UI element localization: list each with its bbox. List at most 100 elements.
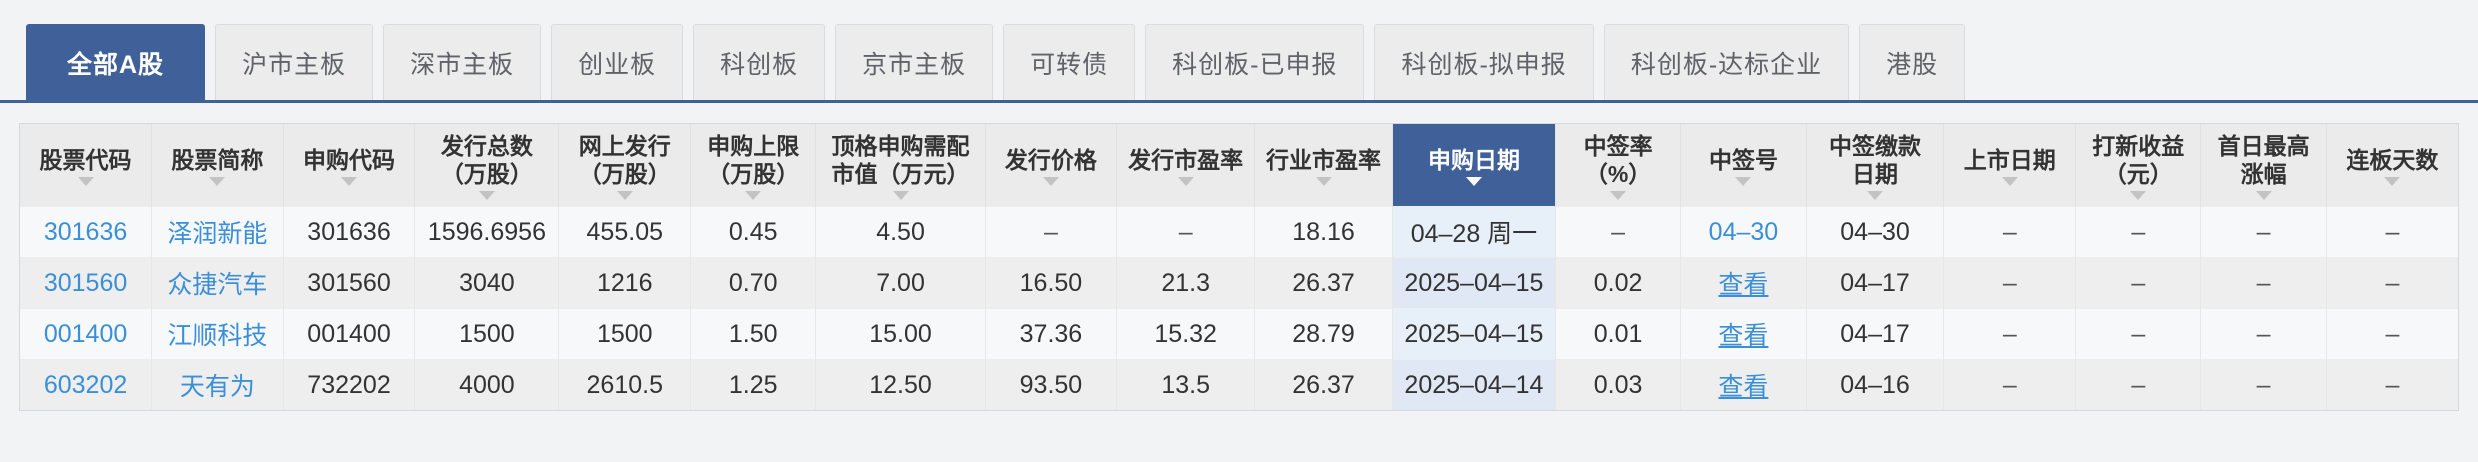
sort-descending-icon[interactable] bbox=[2255, 191, 2272, 201]
cell-top_market_value: 15.00 bbox=[815, 308, 986, 360]
cell-listing_date: – bbox=[1943, 206, 2077, 258]
sort-descending-icon[interactable] bbox=[616, 191, 633, 201]
column-header-11[interactable]: 中签率 （%） bbox=[1555, 124, 1682, 207]
cell-issue_price: 93.50 bbox=[985, 359, 1118, 411]
market-tab-label: 科创板 bbox=[720, 50, 799, 79]
market-tab-4[interactable]: 科创板 bbox=[693, 24, 826, 100]
code-link[interactable]: 603202 bbox=[43, 370, 128, 399]
column-header-0[interactable]: 股票代码 bbox=[20, 124, 153, 207]
column-header-6[interactable]: 顶格申购需配 市值（万元） bbox=[815, 124, 986, 207]
sort-descending-icon[interactable] bbox=[1465, 177, 1482, 187]
code-link[interactable]: 001400 bbox=[43, 319, 128, 348]
column-header-5[interactable]: 申购上限 （万股） bbox=[690, 124, 817, 207]
column-header-1[interactable]: 股票简称 bbox=[151, 124, 284, 207]
market-tab-label: 科创板-拟申报 bbox=[1401, 50, 1567, 79]
cell-listing_date: – bbox=[1943, 359, 2077, 411]
sort-descending-icon[interactable] bbox=[1042, 177, 1059, 187]
cell-win_number[interactable]: 查看 bbox=[1680, 359, 1807, 411]
sort-descending-icon[interactable] bbox=[2384, 177, 2401, 187]
column-header-label: 上市日期 bbox=[1963, 147, 2056, 174]
column-header-3[interactable]: 发行总数 （万股） bbox=[414, 124, 560, 207]
cell-name[interactable]: 众捷汽车 bbox=[151, 257, 284, 309]
market-tab-8[interactable]: 科创板-拟申报 bbox=[1374, 24, 1594, 100]
column-header-2[interactable]: 申购代码 bbox=[283, 124, 416, 207]
cell-online_issue: 455.05 bbox=[558, 206, 692, 258]
table-row[interactable]: 001400 江顺科技 001400 1500 1500 1.50 15.00 37.36 15… bbox=[20, 308, 2458, 360]
column-header-4[interactable]: 网上发行 （万股） bbox=[558, 124, 692, 207]
column-header-label: 中签缴款 bbox=[1829, 133, 1922, 159]
cell-apply_code: 001400 bbox=[283, 308, 416, 360]
market-tab-label: 京市主板 bbox=[862, 50, 967, 79]
column-header-13[interactable]: 中签缴款 日期 bbox=[1806, 124, 1945, 207]
win_number-link[interactable]: 04–30 bbox=[1708, 217, 1779, 246]
name-link[interactable]: 江顺科技 bbox=[167, 322, 268, 351]
column-header-12[interactable]: 中签号 bbox=[1680, 124, 1807, 207]
cell-code[interactable]: 301636 bbox=[20, 206, 153, 258]
cell-win_number[interactable]: 查看 bbox=[1680, 308, 1807, 360]
column-header-label: 中签率 bbox=[1583, 133, 1653, 159]
sort-descending-icon[interactable] bbox=[892, 191, 909, 201]
cell-code[interactable]: 001400 bbox=[20, 308, 153, 360]
sort-descending-icon[interactable] bbox=[77, 177, 94, 187]
name-link[interactable]: 泽润新能 bbox=[167, 220, 268, 249]
column-header-7[interactable]: 发行价格 bbox=[985, 124, 1118, 207]
sort-descending-icon[interactable] bbox=[1735, 177, 1752, 187]
sort-descending-icon[interactable] bbox=[1177, 177, 1194, 187]
cell-win_number[interactable]: 查看 bbox=[1680, 257, 1807, 309]
win_number-link[interactable]: 查看 bbox=[1718, 373, 1769, 402]
code-link[interactable]: 301636 bbox=[43, 217, 128, 246]
win_number-link[interactable]: 查看 bbox=[1718, 271, 1769, 300]
cell-code[interactable]: 603202 bbox=[20, 359, 153, 411]
name-link[interactable]: 天有为 bbox=[179, 373, 255, 402]
cell-win_number[interactable]: 04–30 bbox=[1680, 206, 1807, 258]
cell-code[interactable]: 301560 bbox=[20, 257, 153, 309]
sort-descending-icon[interactable] bbox=[1867, 191, 1884, 201]
column-header-8[interactable]: 发行市盈率 bbox=[1116, 124, 1256, 207]
cell-issue_price: 37.36 bbox=[985, 308, 1118, 360]
market-tab-0[interactable]: 全部A股 bbox=[26, 24, 206, 100]
name-link[interactable]: 众捷汽车 bbox=[167, 271, 268, 300]
market-tab-7[interactable]: 科创板-已申报 bbox=[1145, 24, 1365, 100]
code-link[interactable]: 301560 bbox=[43, 268, 128, 297]
column-header-sublabel: （万股） bbox=[707, 161, 800, 188]
column-header-15[interactable]: 打新收益 （元） bbox=[2075, 124, 2202, 207]
table-row[interactable]: 301560 众捷汽车 301560 3040 1216 0.70 7.00 16.50 21.… bbox=[20, 257, 2458, 309]
column-header-9[interactable]: 行业市盈率 bbox=[1254, 124, 1393, 207]
sort-descending-icon[interactable] bbox=[2001, 177, 2018, 187]
market-tab-9[interactable]: 科创板-达标企业 bbox=[1603, 24, 1850, 100]
market-tab-1[interactable]: 沪市主板 bbox=[215, 24, 374, 100]
sort-descending-icon[interactable] bbox=[478, 191, 495, 201]
table-row[interactable]: 301636 泽润新能 301636 1596.6956 455.05 0.45 4.50–… bbox=[20, 206, 2458, 258]
column-header-14[interactable]: 上市日期 bbox=[1943, 124, 2077, 207]
table-header: 股票代码 股票简称 申购代码 发行总数 （万股） 网上发行 （万股） 申购上限 （万股） 顶格申购… bbox=[20, 124, 2458, 207]
sort-descending-icon[interactable] bbox=[745, 191, 762, 201]
table-row[interactable]: 603202 天有为 732202 4000 2610.5 1.25 12.50 93.50 1… bbox=[20, 359, 2458, 411]
sort-descending-icon[interactable] bbox=[1610, 191, 1627, 201]
column-header-16[interactable]: 首日最高 涨幅 bbox=[2200, 124, 2327, 207]
cell-online_issue: 2610.5 bbox=[558, 359, 692, 411]
sort-descending-icon[interactable] bbox=[1315, 177, 1332, 187]
market-tab-3[interactable]: 创业板 bbox=[551, 24, 684, 100]
cell-issue_pe: 21.3 bbox=[1116, 257, 1256, 309]
sort-descending-icon[interactable] bbox=[2130, 191, 2147, 201]
cell-name[interactable]: 泽润新能 bbox=[151, 206, 284, 258]
market-tab-label: 科创板-已申报 bbox=[1172, 50, 1338, 79]
cell-apply_limit: 1.50 bbox=[690, 308, 817, 360]
column-header-17[interactable]: 连板天数 bbox=[2326, 124, 2458, 207]
market-tab-10[interactable]: 港股 bbox=[1859, 24, 1966, 100]
sort-descending-icon[interactable] bbox=[341, 177, 358, 187]
cell-name[interactable]: 江顺科技 bbox=[151, 308, 284, 360]
cell-win_rate: 0.01 bbox=[1555, 308, 1682, 360]
cell-top_market_value: 4.50 bbox=[815, 206, 986, 258]
cell-total_issue: 4000 bbox=[414, 359, 560, 411]
cell-listing_date: – bbox=[1943, 257, 2077, 309]
cell-name[interactable]: 天有为 bbox=[151, 359, 284, 411]
market-tab-6[interactable]: 可转债 bbox=[1003, 24, 1136, 100]
market-tab-5[interactable]: 京市主板 bbox=[835, 24, 994, 100]
win_number-link[interactable]: 查看 bbox=[1718, 322, 1769, 351]
sort-descending-icon[interactable] bbox=[209, 177, 226, 187]
market-tab-2[interactable]: 深市主板 bbox=[383, 24, 542, 100]
column-header-10[interactable]: 申购日期 bbox=[1392, 124, 1556, 207]
cell-pay_date: 04–17 bbox=[1806, 308, 1945, 360]
market-tab-label: 科创板-达标企业 bbox=[1630, 50, 1823, 79]
